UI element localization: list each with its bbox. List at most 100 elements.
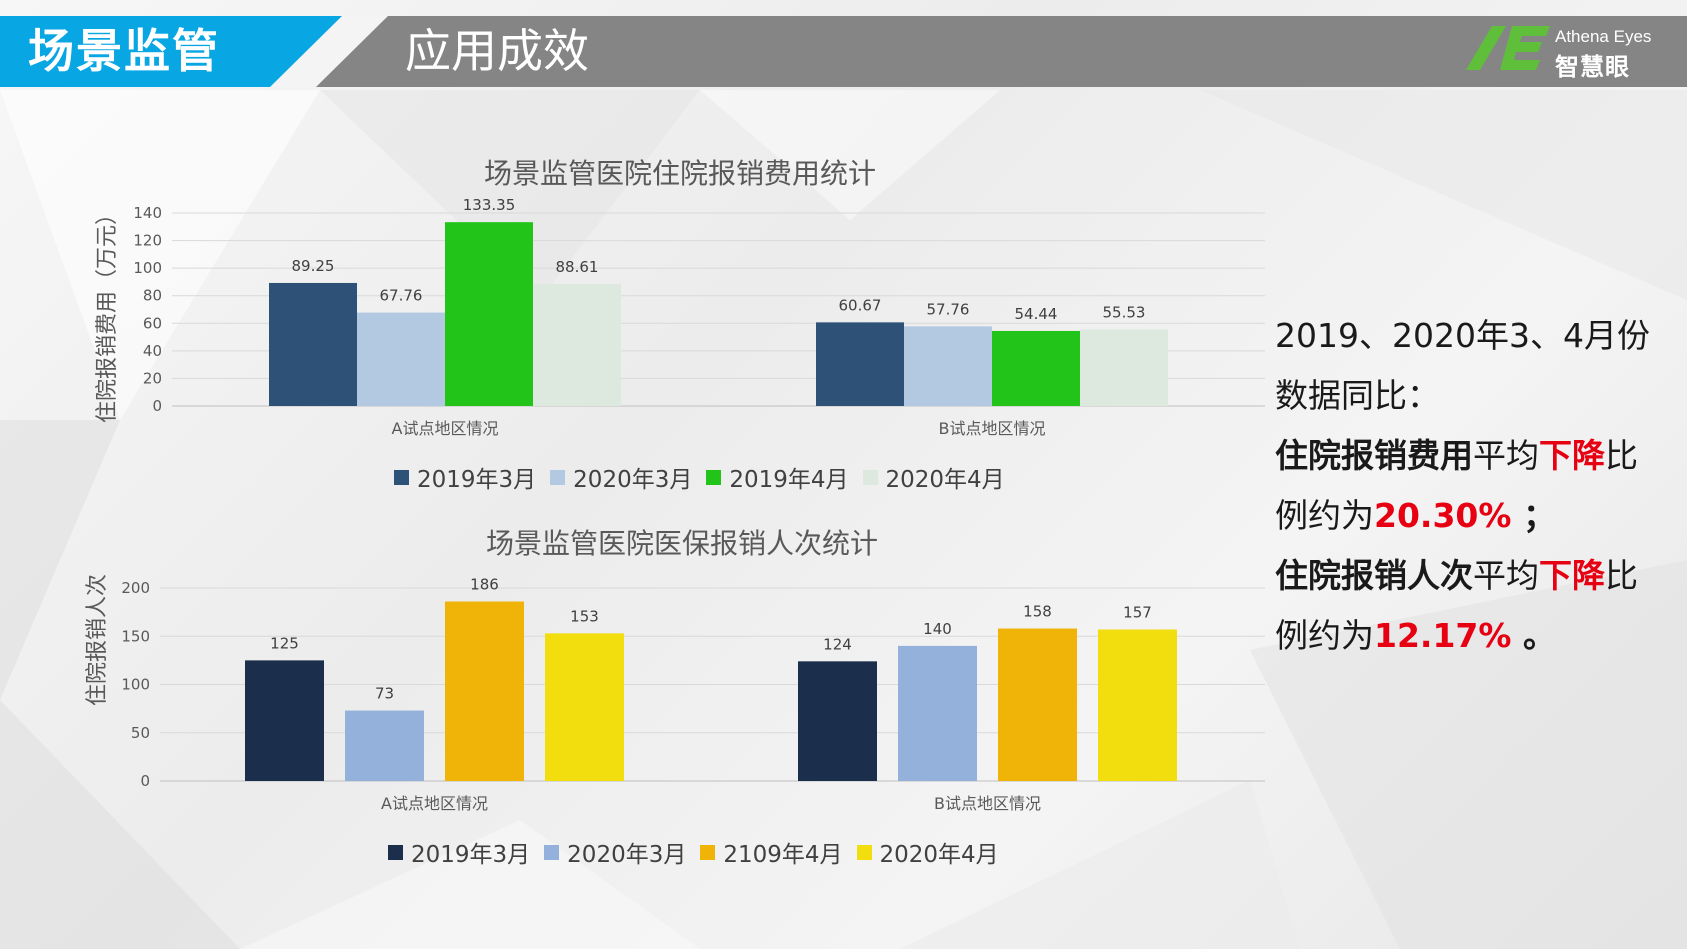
chart1-legend-label: 2019年4月 xyxy=(729,467,849,493)
chart1-y-tick-label: 140 xyxy=(133,204,162,222)
chart1-data-label: 88.61 xyxy=(556,258,599,276)
decline-text-2: 下降 xyxy=(1539,556,1605,595)
chart2-bar xyxy=(245,660,324,781)
chart2-legend: 2019年3月 2020年3月 2109年4月 2020年4月 xyxy=(388,835,999,869)
chart1-bar xyxy=(533,283,621,406)
chart2-legend-label: 2020年3月 xyxy=(567,842,687,868)
chart2-legend-swatch xyxy=(700,844,716,860)
chart1-legend-swatch xyxy=(862,469,878,485)
chart2-bar xyxy=(545,633,624,781)
chart1-bar xyxy=(816,322,904,406)
chart2-data-label: 186 xyxy=(470,576,499,594)
summary-line-5: 住院报销人次平均下降比 xyxy=(1275,546,1675,606)
cost-percent: 20.30% xyxy=(1374,496,1512,535)
summary-line-1: 2019、2020年3、4月份 xyxy=(1275,316,1650,355)
summary-line-6: 例约为12.17% 。 xyxy=(1275,606,1675,666)
chart1-legend: 2019年3月 2020年3月 2019年4月 2020年4月 xyxy=(394,460,1005,494)
chart2-legend-label: 2020年4月 xyxy=(879,842,999,868)
chart1-data-label: 133.35 xyxy=(463,196,516,214)
ratio-prefix-2: 例约为 xyxy=(1275,616,1374,655)
summary-line-4: 例约为20.30% ； xyxy=(1275,486,1675,546)
chart2-legend-swatch xyxy=(544,844,560,860)
chart2-legend-label: 2109年4月 xyxy=(723,842,843,868)
chart2-bar xyxy=(998,628,1077,781)
chart1-legend-label: 2020年4月 xyxy=(885,467,1005,493)
chart1-bar xyxy=(1080,329,1168,406)
chart2-bar xyxy=(898,645,977,781)
chart1-legend-item: 2019年3月 xyxy=(394,460,536,494)
logo-english-name: Athena Eyes xyxy=(1555,27,1652,46)
count-percent: 12.17% xyxy=(1374,616,1512,655)
chart2-y-tick-label: 150 xyxy=(121,627,150,645)
ratio-tail-1: 比 xyxy=(1605,436,1638,475)
chart1-data-label: 60.67 xyxy=(839,296,882,314)
avg-text-2: 平均 xyxy=(1473,556,1539,595)
chart1-legend-swatch xyxy=(394,469,409,485)
chart1-legend-label: 2019年3月 xyxy=(417,467,537,493)
chart2-title: 场景监管医院医保报销人次统计 xyxy=(486,527,879,560)
chart1-y-tick-label: 40 xyxy=(143,342,162,360)
chart2-y-tick-label: 50 xyxy=(131,724,150,742)
ratio-prefix-1: 例约为 xyxy=(1275,496,1374,535)
chart2-data-label: 157 xyxy=(1123,603,1152,621)
chart1-data-label: 55.53 xyxy=(1103,303,1146,321)
chart2-legend-item: 2020年4月 xyxy=(856,835,999,869)
count-label: 住院报销人次 xyxy=(1275,556,1473,595)
chart2-legend-swatch xyxy=(856,844,872,860)
chart2-data-label: 140 xyxy=(923,620,952,638)
cost-label: 住院报销费用 xyxy=(1275,436,1473,475)
chart2-category-label: A试点地区情况 xyxy=(381,794,488,813)
summary-text: 2019、2020年3、4月份 数据同比： 住院报销费用平均下降比 例约为20.… xyxy=(1275,306,1675,666)
chart2-data-label: 153 xyxy=(570,607,599,625)
summary-line-2: 数据同比： xyxy=(1275,376,1440,415)
chart1-legend-swatch xyxy=(706,469,722,485)
separator-2: 。 xyxy=(1511,616,1556,655)
chart2-y-tick-label: 200 xyxy=(121,579,150,597)
chart1-legend-item: 2020年3月 xyxy=(550,460,692,494)
chart2-y-tick-label: 0 xyxy=(140,772,150,790)
page-title: 应用成效 xyxy=(405,24,589,78)
chart2-legend-swatch xyxy=(388,844,403,860)
chart2-bar xyxy=(445,601,524,781)
chart2-category-label: B试点地区情况 xyxy=(934,794,1041,813)
chart2-legend-item: 2019年3月 xyxy=(388,835,530,869)
chart1-category-label: A试点地区情况 xyxy=(392,419,499,438)
chart1-y-tick-label: 80 xyxy=(143,287,162,305)
chart2-data-label: 73 xyxy=(375,685,394,703)
separator-1: ； xyxy=(1511,496,1556,535)
chart1-bar xyxy=(904,326,992,406)
chart1-bar xyxy=(269,282,357,406)
chart1-bar xyxy=(445,222,533,406)
chart1-legend-item: 2019年4月 xyxy=(706,460,849,494)
chart1-category-label: B试点地区情况 xyxy=(939,419,1046,438)
chart1-bar xyxy=(357,312,445,406)
ratio-tail-2: 比 xyxy=(1605,556,1638,595)
chart1-y-tick-label: 0 xyxy=(152,397,162,415)
chart2-legend-item: 2020年3月 xyxy=(544,835,686,869)
athena-eyes-logo-icon xyxy=(1466,26,1550,70)
summary-line-3: 住院报销费用平均下降比 xyxy=(1275,426,1675,486)
chart2-data-label: 158 xyxy=(1023,603,1052,621)
chart2-bar xyxy=(1098,629,1177,781)
decline-text-1: 下降 xyxy=(1539,436,1605,475)
chart1-bar xyxy=(992,330,1080,406)
chart1-legend-swatch xyxy=(550,469,566,485)
avg-text-1: 平均 xyxy=(1473,436,1539,475)
chart1-legend-item: 2020年4月 xyxy=(862,460,1005,494)
chart2-legend-label: 2019年3月 xyxy=(411,842,531,868)
chart2-bar xyxy=(345,710,424,781)
chart1-y-tick-label: 20 xyxy=(143,369,162,387)
chart2-data-label: 124 xyxy=(823,635,852,653)
chart2-y-tick-label: 100 xyxy=(121,676,150,694)
chart1-legend-label: 2020年3月 xyxy=(573,467,693,493)
chart1-title: 场景监管医院住院报销费用统计 xyxy=(484,157,877,190)
section-title: 场景监管 xyxy=(28,24,220,78)
chart1-data-label: 89.25 xyxy=(292,257,335,275)
chart2-legend-item: 2109年4月 xyxy=(700,835,843,869)
chart1-y-tick-label: 60 xyxy=(143,314,162,332)
chart1-y-tick-label: 100 xyxy=(133,259,162,277)
chart1-y-tick-label: 120 xyxy=(133,232,162,250)
chart1-data-label: 54.44 xyxy=(1015,305,1058,323)
